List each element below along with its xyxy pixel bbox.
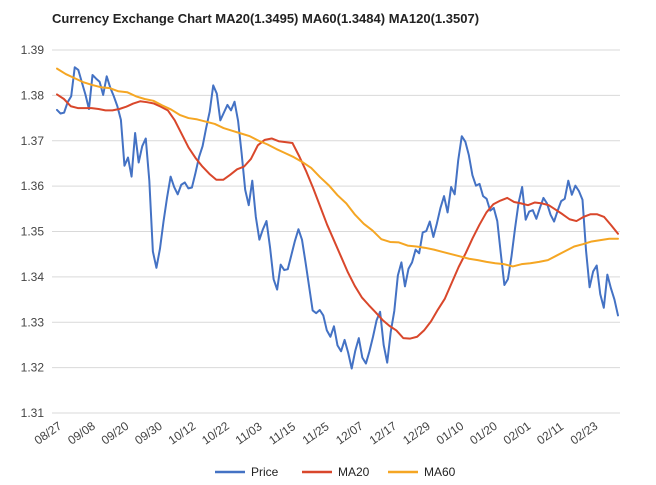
x-tick-label: 01/20 (467, 419, 500, 448)
legend-label-ma60: MA60 (424, 465, 456, 479)
y-tick-label: 1.39 (21, 43, 45, 57)
x-tick-label: 09/08 (65, 419, 98, 448)
y-tick-label: 1.34 (21, 270, 45, 284)
y-tick-label: 1.33 (21, 315, 45, 329)
y-tick-label: 1.37 (21, 134, 45, 148)
x-tick-label: 11/25 (300, 419, 332, 447)
x-axis: 08/27 09/08 09/20 09/30 10/12 10/22 11/03 11/15… (32, 419, 601, 448)
x-tick-label: 11/15 (266, 419, 298, 447)
grid (52, 49, 620, 414)
x-tick-label: 12/29 (400, 419, 433, 448)
y-tick-label: 1.31 (21, 406, 45, 420)
legend: Price MA20 MA60 (215, 465, 456, 479)
x-tick-label: 12/17 (367, 419, 400, 448)
series-line-ma20 (56, 93, 619, 340)
x-tick-label: 01/10 (434, 419, 467, 448)
x-tick-label: 10/12 (166, 419, 199, 448)
y-tick-label: 1.32 (21, 361, 45, 375)
x-tick-label: 02/11 (534, 419, 566, 447)
series-line-price (56, 66, 619, 370)
x-tick-label: 08/27 (32, 419, 65, 448)
x-tick-label: 11/03 (233, 419, 265, 447)
legend-label-price: Price (251, 465, 279, 479)
x-tick-label: 02/01 (501, 419, 534, 448)
y-tick-label: 1.36 (21, 179, 45, 193)
x-tick-label: 09/30 (132, 419, 165, 448)
y-tick-label: 1.35 (21, 225, 45, 239)
y-axis: 1.31 1.32 1.33 1.34 1.35 1.36 1.37 1.38 1.39 (21, 43, 45, 420)
x-tick-label: 12/07 (333, 419, 366, 448)
series-line-ma60 (56, 67, 619, 268)
x-tick-label: 10/22 (199, 419, 232, 448)
chart-title: Currency Exchange Chart MA20(1.3495) MA6… (52, 11, 480, 26)
legend-label-ma20: MA20 (338, 465, 370, 479)
y-tick-label: 1.38 (21, 88, 45, 102)
x-tick-label: 02/23 (568, 419, 601, 448)
x-tick-label: 09/20 (99, 419, 132, 448)
series-group (56, 66, 619, 370)
